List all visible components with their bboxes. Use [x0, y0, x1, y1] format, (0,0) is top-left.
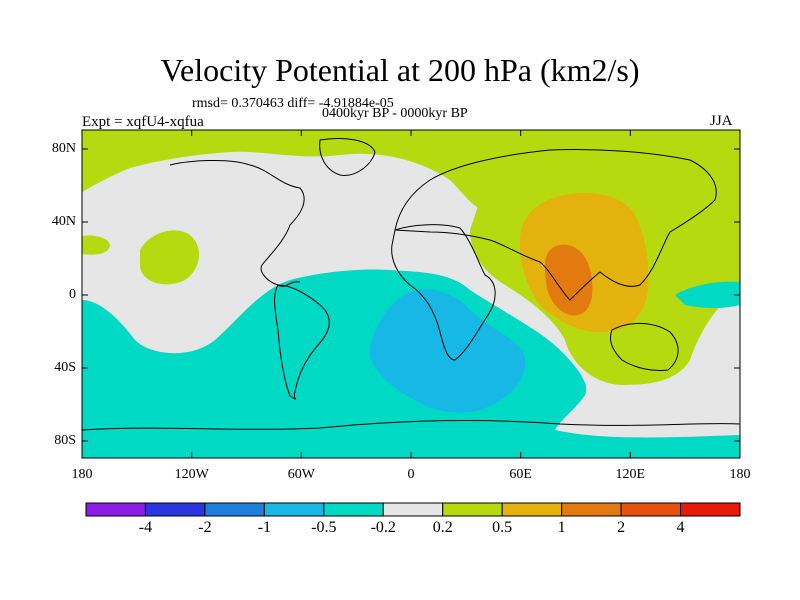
- colorbar-box-6: [442, 502, 503, 517]
- experiment-label: Expt = xqfU4-xqfua: [82, 114, 204, 130]
- coastline-eurasia: [394, 148, 717, 301]
- x-label-120e: 120E: [615, 467, 646, 482]
- y-ticks: [82, 148, 740, 442]
- chart-title: Velocity Potential at 200 hPa (km2/s): [160, 52, 640, 88]
- field-north-positive-band: [82, 130, 740, 214]
- colorbar-box-2: [204, 502, 265, 517]
- y-label-0: 0: [69, 287, 76, 302]
- y-label-40s: 40S: [54, 360, 76, 375]
- velocity-potential-field: [82, 130, 740, 458]
- x-label-0: 0: [407, 467, 415, 482]
- period-line: 0400kyr BP - 0000kyr BP: [322, 106, 468, 121]
- colorbar: [85, 502, 741, 517]
- coastline-australia: [609, 323, 679, 371]
- colorbar-box-7: [501, 502, 563, 517]
- field-south-negative-core: [370, 289, 526, 413]
- colorbar-label-4: -0.2: [370, 519, 396, 536]
- coastline-africa: [391, 224, 496, 361]
- colorbar-label-0: -4: [138, 519, 153, 536]
- coastline-antarctica: [82, 420, 740, 431]
- colorbar-box-3: [263, 502, 325, 517]
- y-label-40n: 40N: [51, 214, 76, 229]
- x-label-60w: 60W: [287, 467, 315, 482]
- field-left-edge-positive: [82, 235, 110, 255]
- y-label-80s: 80S: [54, 433, 76, 448]
- y-label-80n: 80N: [51, 141, 76, 156]
- coastline-greenland: [319, 138, 376, 176]
- colorbar-box-10: [680, 502, 741, 517]
- colorbar-box-1: [144, 502, 206, 517]
- field-east-negative: [675, 281, 740, 309]
- season-label: JJA: [710, 113, 733, 129]
- x-label-60e: 60E: [509, 467, 532, 482]
- colorbar-label-2: -1: [257, 519, 272, 536]
- colorbar-label-5: 0.2: [432, 519, 453, 536]
- coastlines: [82, 138, 740, 431]
- colorbar-label-3: -0.5: [311, 519, 337, 536]
- colorbar-box-8: [561, 502, 622, 517]
- stats-line: rmsd= 0.370463 diff= -4.91884e-05: [192, 96, 394, 111]
- colorbar-box-9: [620, 502, 682, 517]
- x-label-120w: 120W: [174, 467, 209, 482]
- x-ticks: [81, 130, 741, 458]
- colorbar-label-6: 0.5: [492, 519, 513, 536]
- x-label-180e: 180: [729, 467, 751, 482]
- colorbar-box-4: [323, 502, 384, 517]
- colorbar-box-5: [382, 502, 444, 517]
- coastline-south-america: [274, 284, 330, 400]
- colorbar-label-8: 2: [617, 519, 626, 536]
- field-pacific-positive-blob: [140, 230, 200, 285]
- colorbar-label-9: 4: [676, 519, 685, 536]
- field-asia-strong-positive: [545, 244, 593, 316]
- colorbar-label-1: -2: [198, 519, 212, 536]
- colorbar-label-7: 1: [557, 519, 566, 536]
- colorbar-box-0: [85, 502, 146, 517]
- x-label-180w: 180: [71, 467, 93, 482]
